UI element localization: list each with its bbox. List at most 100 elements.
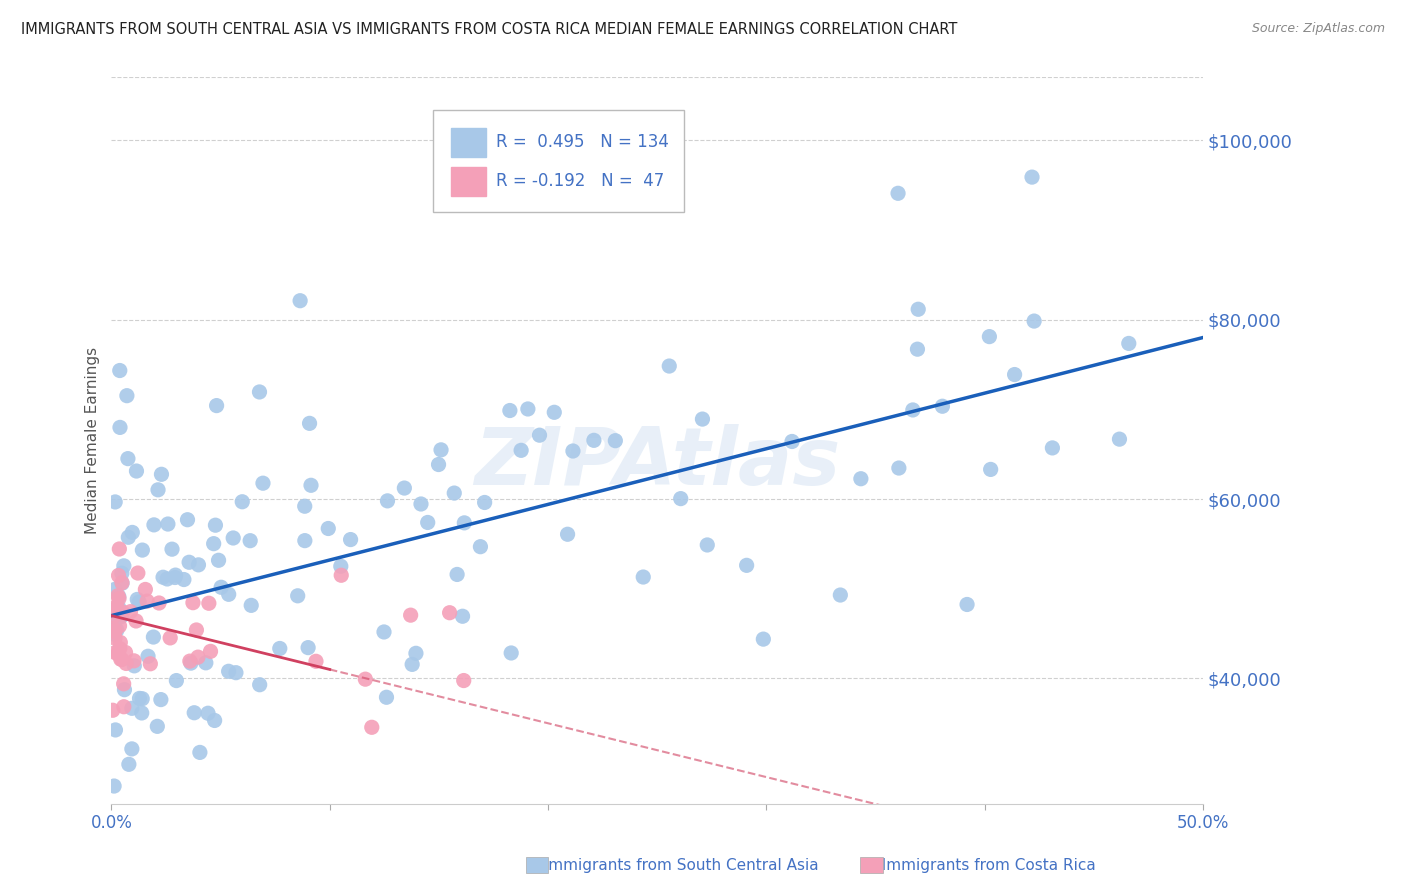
Point bbox=[658, 359, 681, 373]
Point bbox=[108, 641, 131, 656]
FancyBboxPatch shape bbox=[433, 110, 685, 212]
Point bbox=[146, 483, 169, 497]
Point bbox=[204, 714, 226, 728]
Point bbox=[115, 657, 138, 671]
Text: Immigrants from Costa Rica: Immigrants from Costa Rica bbox=[872, 858, 1095, 872]
Point bbox=[399, 608, 422, 623]
Point bbox=[543, 405, 565, 419]
Point bbox=[104, 582, 127, 597]
Point bbox=[1004, 368, 1026, 382]
Point bbox=[329, 559, 352, 574]
Point bbox=[110, 608, 132, 623]
Point bbox=[1021, 170, 1043, 185]
Point bbox=[209, 580, 232, 594]
Point bbox=[1040, 441, 1063, 455]
Point bbox=[394, 481, 416, 495]
Point bbox=[360, 720, 382, 734]
Point bbox=[499, 403, 522, 417]
Point bbox=[131, 543, 153, 558]
FancyBboxPatch shape bbox=[451, 128, 485, 157]
Point bbox=[194, 656, 217, 670]
Point bbox=[104, 646, 127, 660]
Point bbox=[165, 673, 187, 688]
Point bbox=[501, 646, 523, 660]
Point bbox=[249, 678, 271, 692]
Point bbox=[101, 703, 124, 717]
Point bbox=[122, 654, 145, 668]
Point bbox=[249, 384, 271, 399]
Point bbox=[108, 363, 131, 377]
Point bbox=[605, 434, 627, 448]
Point bbox=[198, 596, 221, 610]
Point bbox=[131, 691, 153, 706]
Point bbox=[110, 635, 132, 649]
Point bbox=[1108, 432, 1130, 446]
Point bbox=[110, 652, 132, 666]
Point bbox=[692, 412, 714, 426]
Point bbox=[117, 451, 139, 466]
Point bbox=[200, 644, 222, 658]
Point bbox=[107, 589, 129, 603]
Point bbox=[103, 779, 125, 793]
Point bbox=[375, 690, 398, 705]
Point bbox=[887, 461, 910, 475]
Point bbox=[110, 609, 132, 624]
Point bbox=[139, 657, 162, 671]
Text: IMMIGRANTS FROM SOUTH CENTRAL ASIA VS IMMIGRANTS FROM COSTA RICA MEDIAN FEMALE E: IMMIGRANTS FROM SOUTH CENTRAL ASIA VS IM… bbox=[21, 22, 957, 37]
Point bbox=[128, 691, 150, 706]
Point bbox=[148, 596, 170, 610]
Point bbox=[149, 692, 172, 706]
Point bbox=[453, 673, 475, 688]
Point bbox=[240, 599, 263, 613]
Point bbox=[453, 516, 475, 530]
Point bbox=[354, 672, 377, 686]
Point bbox=[146, 719, 169, 733]
Point bbox=[120, 605, 142, 619]
Point bbox=[901, 403, 924, 417]
Point bbox=[225, 665, 247, 680]
Point bbox=[239, 533, 262, 548]
Point bbox=[197, 706, 219, 721]
Point bbox=[405, 646, 427, 660]
Point bbox=[107, 568, 129, 582]
Point bbox=[131, 706, 153, 720]
Point bbox=[104, 723, 127, 737]
Point bbox=[439, 606, 461, 620]
Text: Source: ZipAtlas.com: Source: ZipAtlas.com bbox=[1251, 22, 1385, 36]
Text: R =  0.495   N = 134: R = 0.495 N = 134 bbox=[495, 133, 668, 151]
Point bbox=[956, 598, 979, 612]
Point bbox=[105, 599, 128, 614]
Point bbox=[150, 467, 173, 482]
Point bbox=[401, 657, 423, 672]
Point bbox=[186, 623, 208, 637]
Point bbox=[103, 609, 125, 624]
Point bbox=[108, 541, 131, 556]
Point bbox=[516, 401, 538, 416]
Point bbox=[173, 573, 195, 587]
Point bbox=[409, 497, 432, 511]
Point bbox=[125, 614, 148, 628]
Point bbox=[111, 605, 134, 619]
Point bbox=[152, 570, 174, 584]
Point bbox=[118, 757, 141, 772]
Point bbox=[633, 570, 655, 584]
Point bbox=[108, 619, 131, 633]
Point bbox=[127, 566, 149, 580]
Point bbox=[294, 533, 316, 548]
Point bbox=[218, 587, 240, 601]
Point bbox=[297, 640, 319, 655]
Point bbox=[339, 533, 361, 547]
Point bbox=[443, 486, 465, 500]
Point bbox=[108, 420, 131, 434]
Point bbox=[103, 627, 125, 641]
Point bbox=[108, 591, 131, 606]
Point bbox=[125, 464, 148, 478]
Point bbox=[979, 329, 1001, 343]
Text: R = -0.192   N =  47: R = -0.192 N = 47 bbox=[495, 172, 664, 190]
Point bbox=[108, 590, 131, 604]
Point bbox=[104, 495, 127, 509]
Point bbox=[104, 615, 127, 629]
Point bbox=[288, 293, 311, 308]
Point bbox=[112, 558, 135, 573]
Point bbox=[557, 527, 579, 541]
